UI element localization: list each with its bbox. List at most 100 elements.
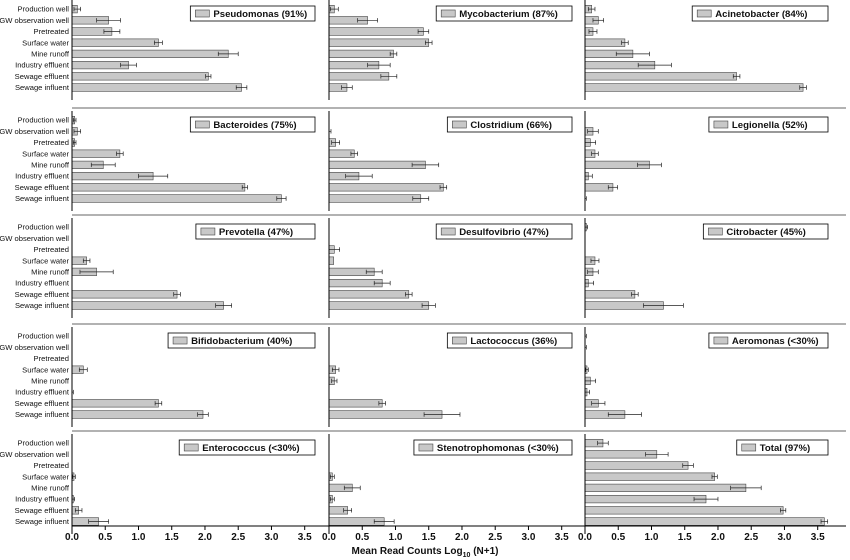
legend-swatch xyxy=(708,227,723,236)
panel-title: Prevotella (47%) xyxy=(219,227,293,238)
bar xyxy=(71,301,224,310)
bar xyxy=(328,256,334,265)
category-label: Sewage influent xyxy=(15,301,70,310)
legend-box xyxy=(446,116,573,133)
category-label: GW observation well xyxy=(0,450,69,459)
bar xyxy=(328,149,355,158)
bar xyxy=(584,38,626,47)
panel: Aeromonas (<30%) xyxy=(584,327,829,427)
legend-box xyxy=(178,439,316,456)
legend-box xyxy=(189,5,316,22)
bar xyxy=(328,301,430,310)
category-label: Sewage effluent xyxy=(15,183,70,192)
panel: Legionella (52%) xyxy=(584,111,829,211)
bar xyxy=(71,149,121,158)
panel-title: Total (97%) xyxy=(760,443,810,454)
category-label: Mine runoff xyxy=(31,161,70,170)
bar xyxy=(71,410,204,419)
category-label: Surface water xyxy=(22,149,69,158)
category-label: Surface water xyxy=(22,256,69,265)
bar xyxy=(328,290,410,299)
panel-title: Aeromonas (<30%) xyxy=(732,336,819,347)
category-label: Industry effluent xyxy=(15,495,70,504)
category-label: Pretreated xyxy=(34,245,69,254)
panel-title: Mycobacterium (87%) xyxy=(459,9,558,20)
panel: Production well GW observation well Pretre… xyxy=(0,0,316,100)
panel-title: Legionella (52%) xyxy=(732,120,808,131)
bar xyxy=(71,399,159,408)
bar xyxy=(71,38,159,47)
category-label: Mine runoff xyxy=(31,50,70,59)
panel: Desulfovibrio (47%) xyxy=(328,218,573,318)
x-tick-label: 1.5 xyxy=(678,532,692,543)
category-label: Production well xyxy=(18,439,70,448)
legend-box xyxy=(195,223,316,240)
panel-title: Citrobacter (45%) xyxy=(726,227,805,238)
x-tick-label: 1.0 xyxy=(389,532,403,543)
panel-title: Bifidobacterium (40%) xyxy=(191,336,292,347)
x-tick-label: 2.5 xyxy=(231,532,245,543)
x-tick-label: 3.5 xyxy=(811,532,825,543)
panel-title: Stenotrophomonas (<30%) xyxy=(437,443,559,454)
category-label: Sewage influent xyxy=(15,83,70,92)
legend-box xyxy=(413,439,573,456)
x-tick-label: 1.5 xyxy=(422,532,436,543)
x-tick-label: 3.5 xyxy=(298,532,312,543)
category-label: Mine runoff xyxy=(31,268,70,277)
panel-title: Acinetobacter (84%) xyxy=(715,9,807,20)
panel: Lactococcus (36%) xyxy=(328,327,573,427)
category-label: Sewage influent xyxy=(15,517,70,526)
bar xyxy=(584,72,737,81)
category-label: Sewage effluent xyxy=(15,290,70,299)
legend-swatch xyxy=(418,443,434,452)
category-label: Mine runoff xyxy=(31,484,70,493)
panel: Stenotrophomonas (<30%) xyxy=(328,434,573,534)
x-tick-label: 3.5 xyxy=(555,532,569,543)
category-label: Industry effluent xyxy=(15,279,70,288)
x-tick-label: 0.0 xyxy=(65,532,79,543)
category-label: Production well xyxy=(18,223,70,232)
x-tick-label: 2.0 xyxy=(455,532,469,543)
bar xyxy=(584,290,636,299)
panel: Production well GW observation well Pretre… xyxy=(0,111,316,211)
legend-swatch xyxy=(452,336,467,345)
panel: Citrobacter (45%) xyxy=(584,218,829,318)
bar xyxy=(584,517,825,526)
bar xyxy=(71,183,246,192)
x-tick-label: 0.0 xyxy=(322,532,336,543)
bar xyxy=(71,194,282,203)
bar xyxy=(328,194,422,203)
bar xyxy=(584,461,689,470)
x-axis-title: Mean Read Counts Log10 (N+1) xyxy=(352,546,499,559)
bar xyxy=(584,506,784,515)
legend-swatch xyxy=(183,443,199,452)
legend-box xyxy=(708,332,829,349)
category-label: Mine runoff xyxy=(31,377,70,386)
bar xyxy=(328,160,426,170)
legend-box xyxy=(167,332,316,349)
category-label: Sewage effluent xyxy=(15,506,70,515)
legend-swatch xyxy=(195,9,210,18)
category-label: Sewage effluent xyxy=(15,399,70,408)
x-tick-label: 3.0 xyxy=(265,532,279,543)
category-label: GW observation well xyxy=(0,343,69,352)
x-tick-label: 3.0 xyxy=(778,532,792,543)
panel-title: Desulfovibrio (47%) xyxy=(459,227,549,238)
bar xyxy=(328,38,430,47)
legend-box xyxy=(435,5,573,22)
x-tick-label: 0.5 xyxy=(98,532,112,543)
bar xyxy=(71,290,178,299)
legend-swatch xyxy=(195,120,210,129)
legend-swatch xyxy=(200,227,216,236)
legend-box xyxy=(691,5,829,22)
panel-title: Pseudomonas (91%) xyxy=(213,9,307,20)
bar xyxy=(71,83,242,92)
category-label: Surface water xyxy=(22,365,69,374)
category-label: Production well xyxy=(18,332,70,341)
category-label: Production well xyxy=(18,116,70,125)
legend-swatch xyxy=(741,443,757,452)
category-label: Production well xyxy=(18,5,70,14)
bar xyxy=(584,83,804,92)
legend-swatch xyxy=(172,336,188,345)
bar xyxy=(328,72,390,81)
